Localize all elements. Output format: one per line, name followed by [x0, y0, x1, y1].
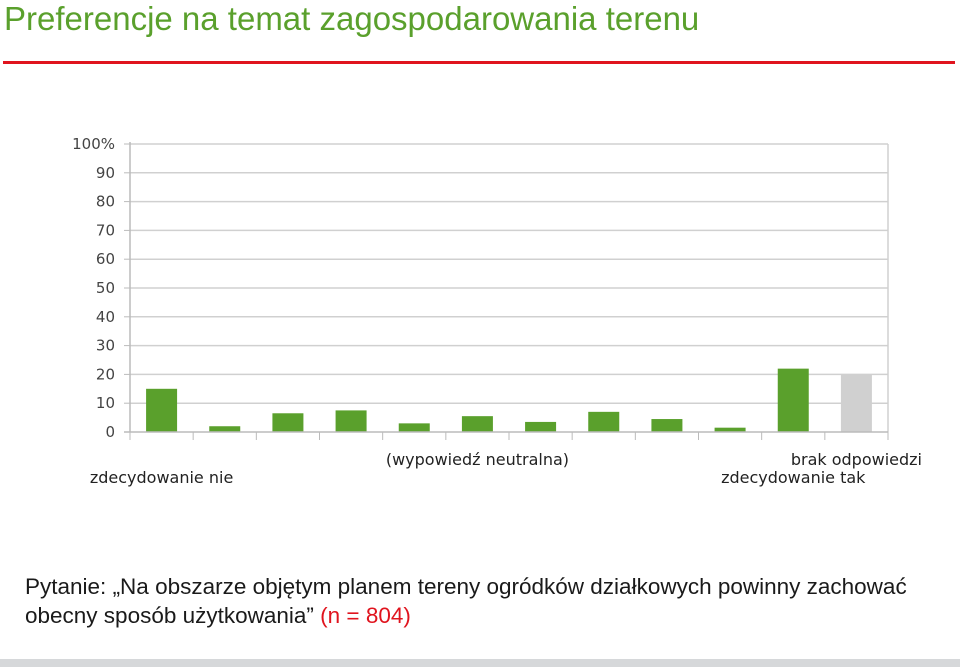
y-tick-label: 50 [96, 279, 115, 297]
bar [272, 413, 304, 432]
y-tick-label: 80 [96, 193, 115, 211]
y-tick-label: 40 [96, 308, 115, 326]
question-prefix: Pytanie: [25, 574, 107, 599]
category-labels: zdecydowanie nie (wypowiedź neutralna) zde… [90, 450, 922, 487]
category-label: zdecydowanie tak [721, 468, 866, 487]
y-tick-label: 10 [96, 394, 115, 412]
category-label: brak odpowiedzi [791, 450, 922, 469]
bar [209, 426, 241, 432]
footer-bar [0, 659, 960, 667]
title-divider [3, 61, 955, 64]
y-tick-label: 30 [96, 337, 115, 355]
y-tick-label: 0 [105, 423, 115, 441]
y-tick-label: 90 [96, 164, 115, 182]
category-label: (wypowiedź neutralna) [386, 450, 569, 469]
y-axis-ticks: 0 10 20 30 40 50 60 70 80 90 100% [72, 135, 130, 441]
y-tick-label: 20 [96, 365, 115, 383]
bar [461, 416, 493, 432]
question-text: „Na obszarze objętym planem tereny ogród… [25, 574, 907, 628]
bars [146, 368, 872, 432]
bar [146, 388, 178, 432]
y-tick-label: 60 [96, 250, 115, 268]
sample-size: (n = 804) [313, 603, 411, 628]
category-label: zdecydowanie nie [90, 468, 233, 487]
bar [588, 411, 620, 432]
bar [777, 368, 809, 432]
x-axis [124, 142, 889, 440]
y-tick-label: 100% [72, 135, 115, 153]
bar [398, 423, 430, 432]
survey-question: Pytanie: „Na obszarze objętym planem ter… [25, 572, 945, 630]
bar [714, 427, 746, 432]
slide-title: Preferencje na temat zagospodarowania te… [4, 0, 700, 37]
bar [651, 419, 683, 432]
bar [525, 421, 557, 432]
bar-no-answer [840, 374, 872, 432]
gridlines [130, 143, 889, 432]
y-tick-label: 70 [96, 221, 115, 239]
bar-chart: 0 10 20 30 40 50 60 70 80 90 100% zdecydowanie nie… [72, 135, 922, 487]
bar [335, 410, 367, 432]
